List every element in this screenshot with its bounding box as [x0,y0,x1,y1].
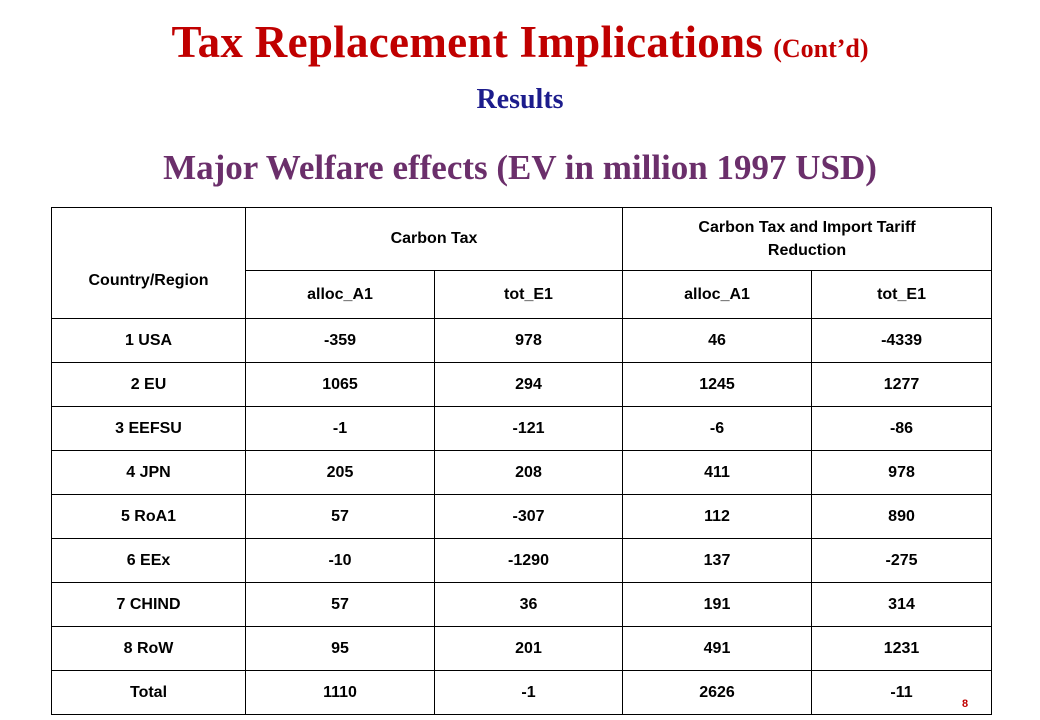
subheader-tot-e1: tot_E1 [811,270,993,319]
table-subheader-row: alloc_A1 tot_E1 alloc_A1 tot_E1 [52,270,993,319]
value-cell: -6 [622,406,813,451]
value-cell: -10 [245,538,435,583]
table-row: 3 EEFSU -1 -121 -6 -86 [51,406,993,451]
region-cell: 8 RoW [51,626,246,671]
table-row: 7 CHIND 57 36 191 314 [51,582,993,627]
value-cell: 1110 [245,670,435,715]
value-cell: 1065 [245,362,435,407]
value-cell: 46 [622,318,813,363]
value-cell: 978 [811,450,993,495]
slide-title: Tax Replacement Implications (Cont’d) [0,16,1040,68]
region-cell: 1 USA [51,318,246,363]
value-cell: 205 [245,450,435,495]
region-cell: 4 JPN [51,450,246,495]
table-row: Total 1110 -1 2626 -11 [51,670,993,715]
table-row: 5 RoA1 57 -307 112 890 [51,494,993,539]
value-cell: 314 [811,582,993,627]
table-body: 1 USA -359 978 46 -4339 2 EU 1065 294 1245 1277 3 … [51,318,993,715]
region-cell: Total [51,670,246,715]
table-header-row: Country/Region Carbon Tax Carbon Tax and… [51,207,993,319]
subheader-alloc-a1: alloc_A1 [622,270,813,319]
value-cell: 890 [811,494,993,539]
value-cell: -4339 [811,318,993,363]
table-row: 6 EEx -10 -1290 137 -275 [51,538,993,583]
value-cell: 294 [433,362,624,407]
value-cell: 2626 [622,670,813,715]
region-cell: 7 CHIND [51,582,246,627]
value-cell: 57 [245,494,435,539]
value-cell: 1277 [811,362,993,407]
value-cell: 411 [622,450,813,495]
region-cell: 5 RoA1 [51,494,246,539]
subheader-alloc-a1: alloc_A1 [245,270,435,319]
value-cell: -1290 [433,538,624,583]
table-heading: Major Welfare effects (EV in million 199… [163,148,877,187]
value-cell: 95 [245,626,435,671]
table-row: 1 USA -359 978 46 -4339 [51,318,993,363]
header-carbon-tax: Carbon Tax [244,207,624,271]
value-cell: 112 [622,494,813,539]
value-cell: 978 [433,318,624,363]
table-row: 8 RoW 95 201 491 1231 [51,626,993,671]
region-cell: 3 EEFSU [51,406,246,451]
value-cell: -1 [245,406,435,451]
value-cell: 57 [245,582,435,627]
value-cell: 137 [622,538,813,583]
value-cell: 208 [433,450,624,495]
value-cell: -275 [811,538,993,583]
slide-subtitle: Results [476,84,564,115]
value-cell: 36 [433,582,624,627]
header-carbon-tax-tariff: Carbon Tax and Import Tariff Reduction [622,207,993,271]
subheader-tot-e1: tot_E1 [433,270,624,319]
value-cell: -1 [433,670,624,715]
page-number: 8 [962,698,969,710]
value-cell: 1245 [622,362,813,407]
region-cell: 6 EEx [51,538,246,583]
table-row: 4 JPN 205 208 411 978 [51,450,993,495]
value-cell: 201 [433,626,624,671]
slide-title-suffix: (Cont’d) [773,34,869,63]
region-cell: 2 EU [51,362,246,407]
value-cell: 1231 [811,626,993,671]
header-country-region: Country/Region [51,207,246,319]
value-cell: -359 [245,318,435,363]
slide-title-main: Tax Replacement Implications [171,17,764,67]
welfare-effects-table: Country/Region Carbon Tax Carbon Tax and… [51,207,993,715]
value-cell: -121 [433,406,624,451]
value-cell: -307 [433,494,624,539]
value-cell: 191 [622,582,813,627]
value-cell: 491 [622,626,813,671]
table-row: 2 EU 1065 294 1245 1277 [51,362,993,407]
value-cell: -11 [811,670,993,715]
value-cell: -86 [811,406,993,451]
